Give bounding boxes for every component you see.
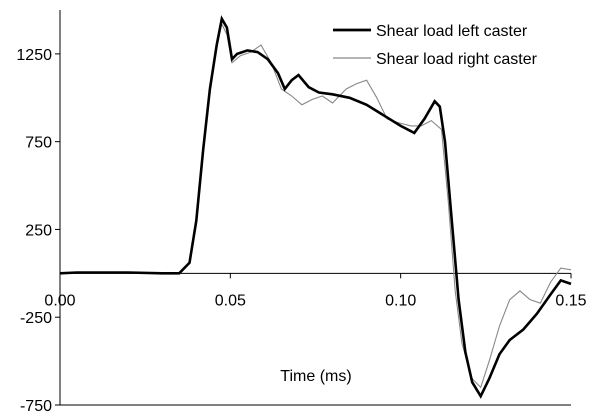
series-layer xyxy=(59,15,572,399)
y-tick-label: 750 xyxy=(25,135,52,152)
y-tick-label: -750 xyxy=(20,398,52,414)
y-tick-label: -250 xyxy=(20,310,52,327)
x-axis: 0.00 0.05 0.10 0.15 xyxy=(44,273,587,309)
legend: Shear load left caster Shear load right c… xyxy=(333,23,538,68)
legend-label: Shear load right caster xyxy=(376,51,538,68)
plot-area xyxy=(59,10,571,406)
shear-load-left-caster-line xyxy=(59,15,572,399)
x-tick-label: 0.15 xyxy=(555,292,586,309)
shear-load-right-caster-line xyxy=(59,22,572,389)
y-tick-label: 250 xyxy=(25,222,52,239)
x-tick-label: 0.05 xyxy=(215,292,246,309)
legend-label: Shear load left caster xyxy=(376,23,528,40)
y-axis: 1250 750 250 -250 -750 xyxy=(16,47,60,415)
x-tick-label: 0.10 xyxy=(385,292,416,309)
y-tick-label: 1250 xyxy=(16,47,52,64)
x-tick-label: 0.00 xyxy=(44,292,75,309)
x-axis-label: Time (ms) xyxy=(280,368,351,385)
